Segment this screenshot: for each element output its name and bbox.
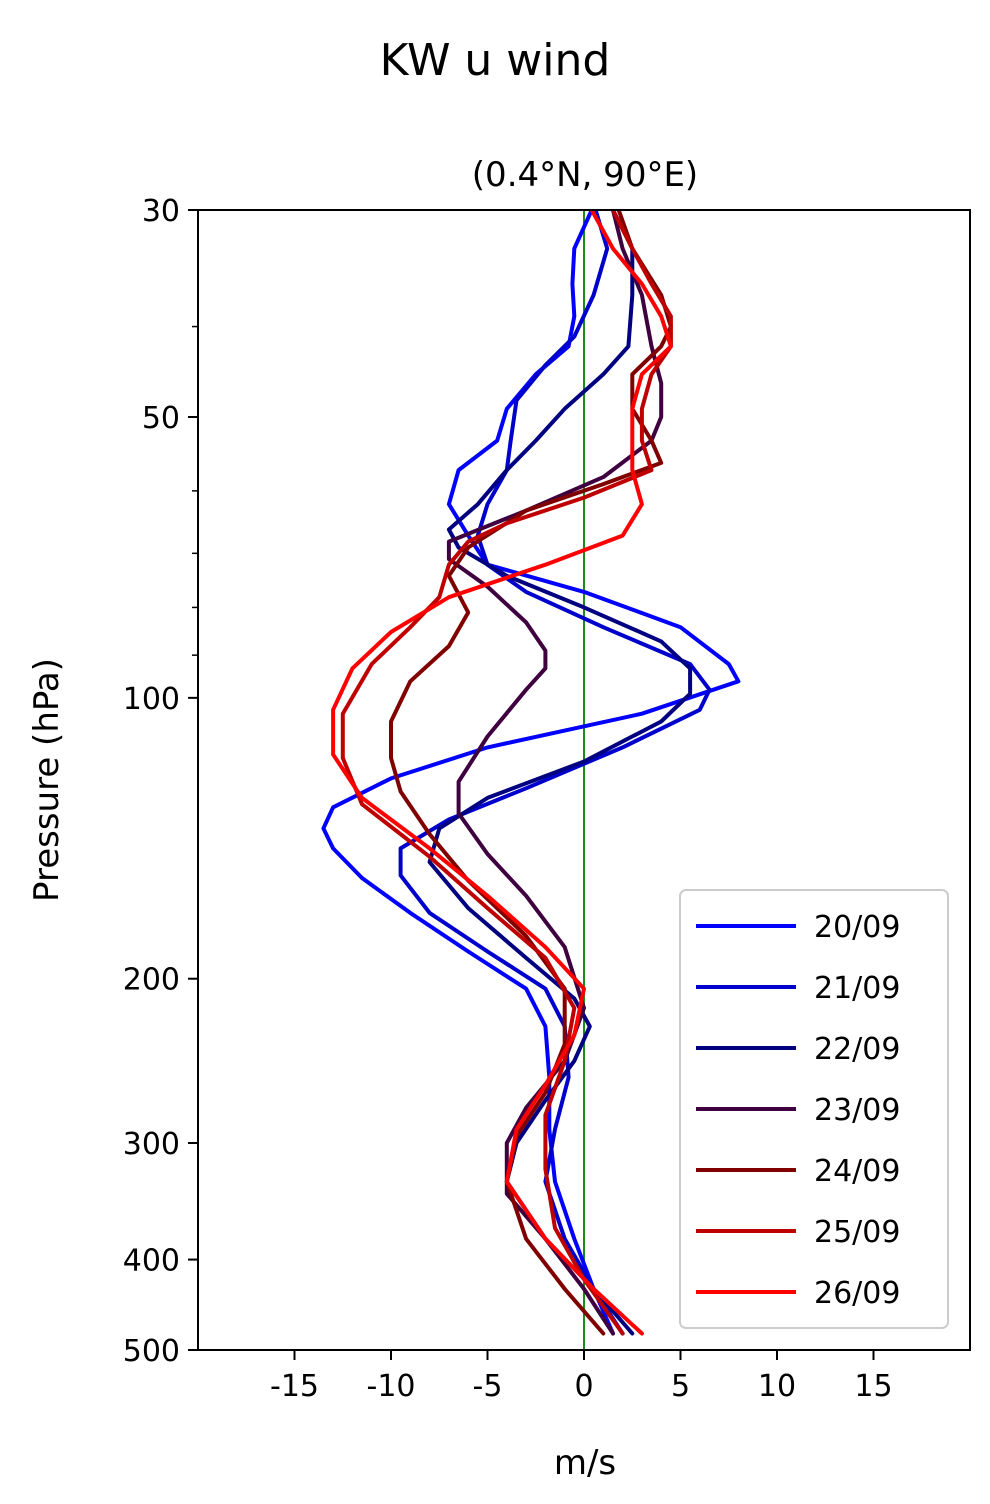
series-line-24-09 bbox=[389, 210, 673, 1336]
series-line-22-09 bbox=[427, 210, 693, 1336]
legend-box bbox=[679, 889, 949, 1329]
legend-label: 20/09 bbox=[814, 910, 900, 945]
legend-label: 26/09 bbox=[814, 1276, 900, 1311]
y-tick-label: 100 bbox=[123, 682, 180, 717]
y-tick-label: 30 bbox=[142, 194, 180, 229]
chart-title: (0.4°N, 90°E) bbox=[472, 155, 698, 195]
x-tick-label: -5 bbox=[473, 1369, 503, 1404]
legend-label: 24/09 bbox=[814, 1154, 900, 1189]
x-tick-label: 10 bbox=[758, 1369, 796, 1404]
legend-label: 25/09 bbox=[814, 1215, 900, 1250]
series-line-20-09 bbox=[321, 210, 741, 1336]
series-line-21-09 bbox=[398, 210, 712, 1336]
x-tick-label: -15 bbox=[270, 1369, 319, 1404]
chart-suptitle: KW u wind bbox=[380, 35, 611, 86]
x-tick-label: 0 bbox=[574, 1369, 593, 1404]
series-lines bbox=[321, 210, 741, 1336]
legend-label: 23/09 bbox=[814, 1093, 900, 1128]
y-tick-label: 200 bbox=[123, 963, 180, 998]
plot-area: -15 -10 -5 0 5 10 15 30 50 100 200 300 400 500 bbox=[123, 194, 971, 1404]
legend: 20/09 21/09 22/09 23/09 24/09 25/09 26/09 bbox=[679, 889, 949, 1329]
x-tick-label: 5 bbox=[671, 1369, 690, 1404]
x-tick-label: 15 bbox=[854, 1369, 892, 1404]
series-line-25-09 bbox=[340, 210, 673, 1336]
y-tick-label: 400 bbox=[123, 1244, 180, 1279]
y-axis-label: Pressure (hPa) bbox=[27, 658, 67, 902]
x-axis-label: m/s bbox=[554, 1443, 616, 1483]
y-tick-label: 500 bbox=[123, 1334, 180, 1369]
series-line-26-09 bbox=[331, 210, 673, 1336]
y-tick-label: 300 bbox=[123, 1127, 180, 1162]
y-tick-label: 50 bbox=[142, 401, 180, 436]
series-line-23-09 bbox=[446, 210, 664, 1336]
x-tick-label: -10 bbox=[367, 1369, 416, 1404]
legend-label: 22/09 bbox=[814, 1032, 900, 1067]
legend-label: 21/09 bbox=[814, 971, 900, 1006]
